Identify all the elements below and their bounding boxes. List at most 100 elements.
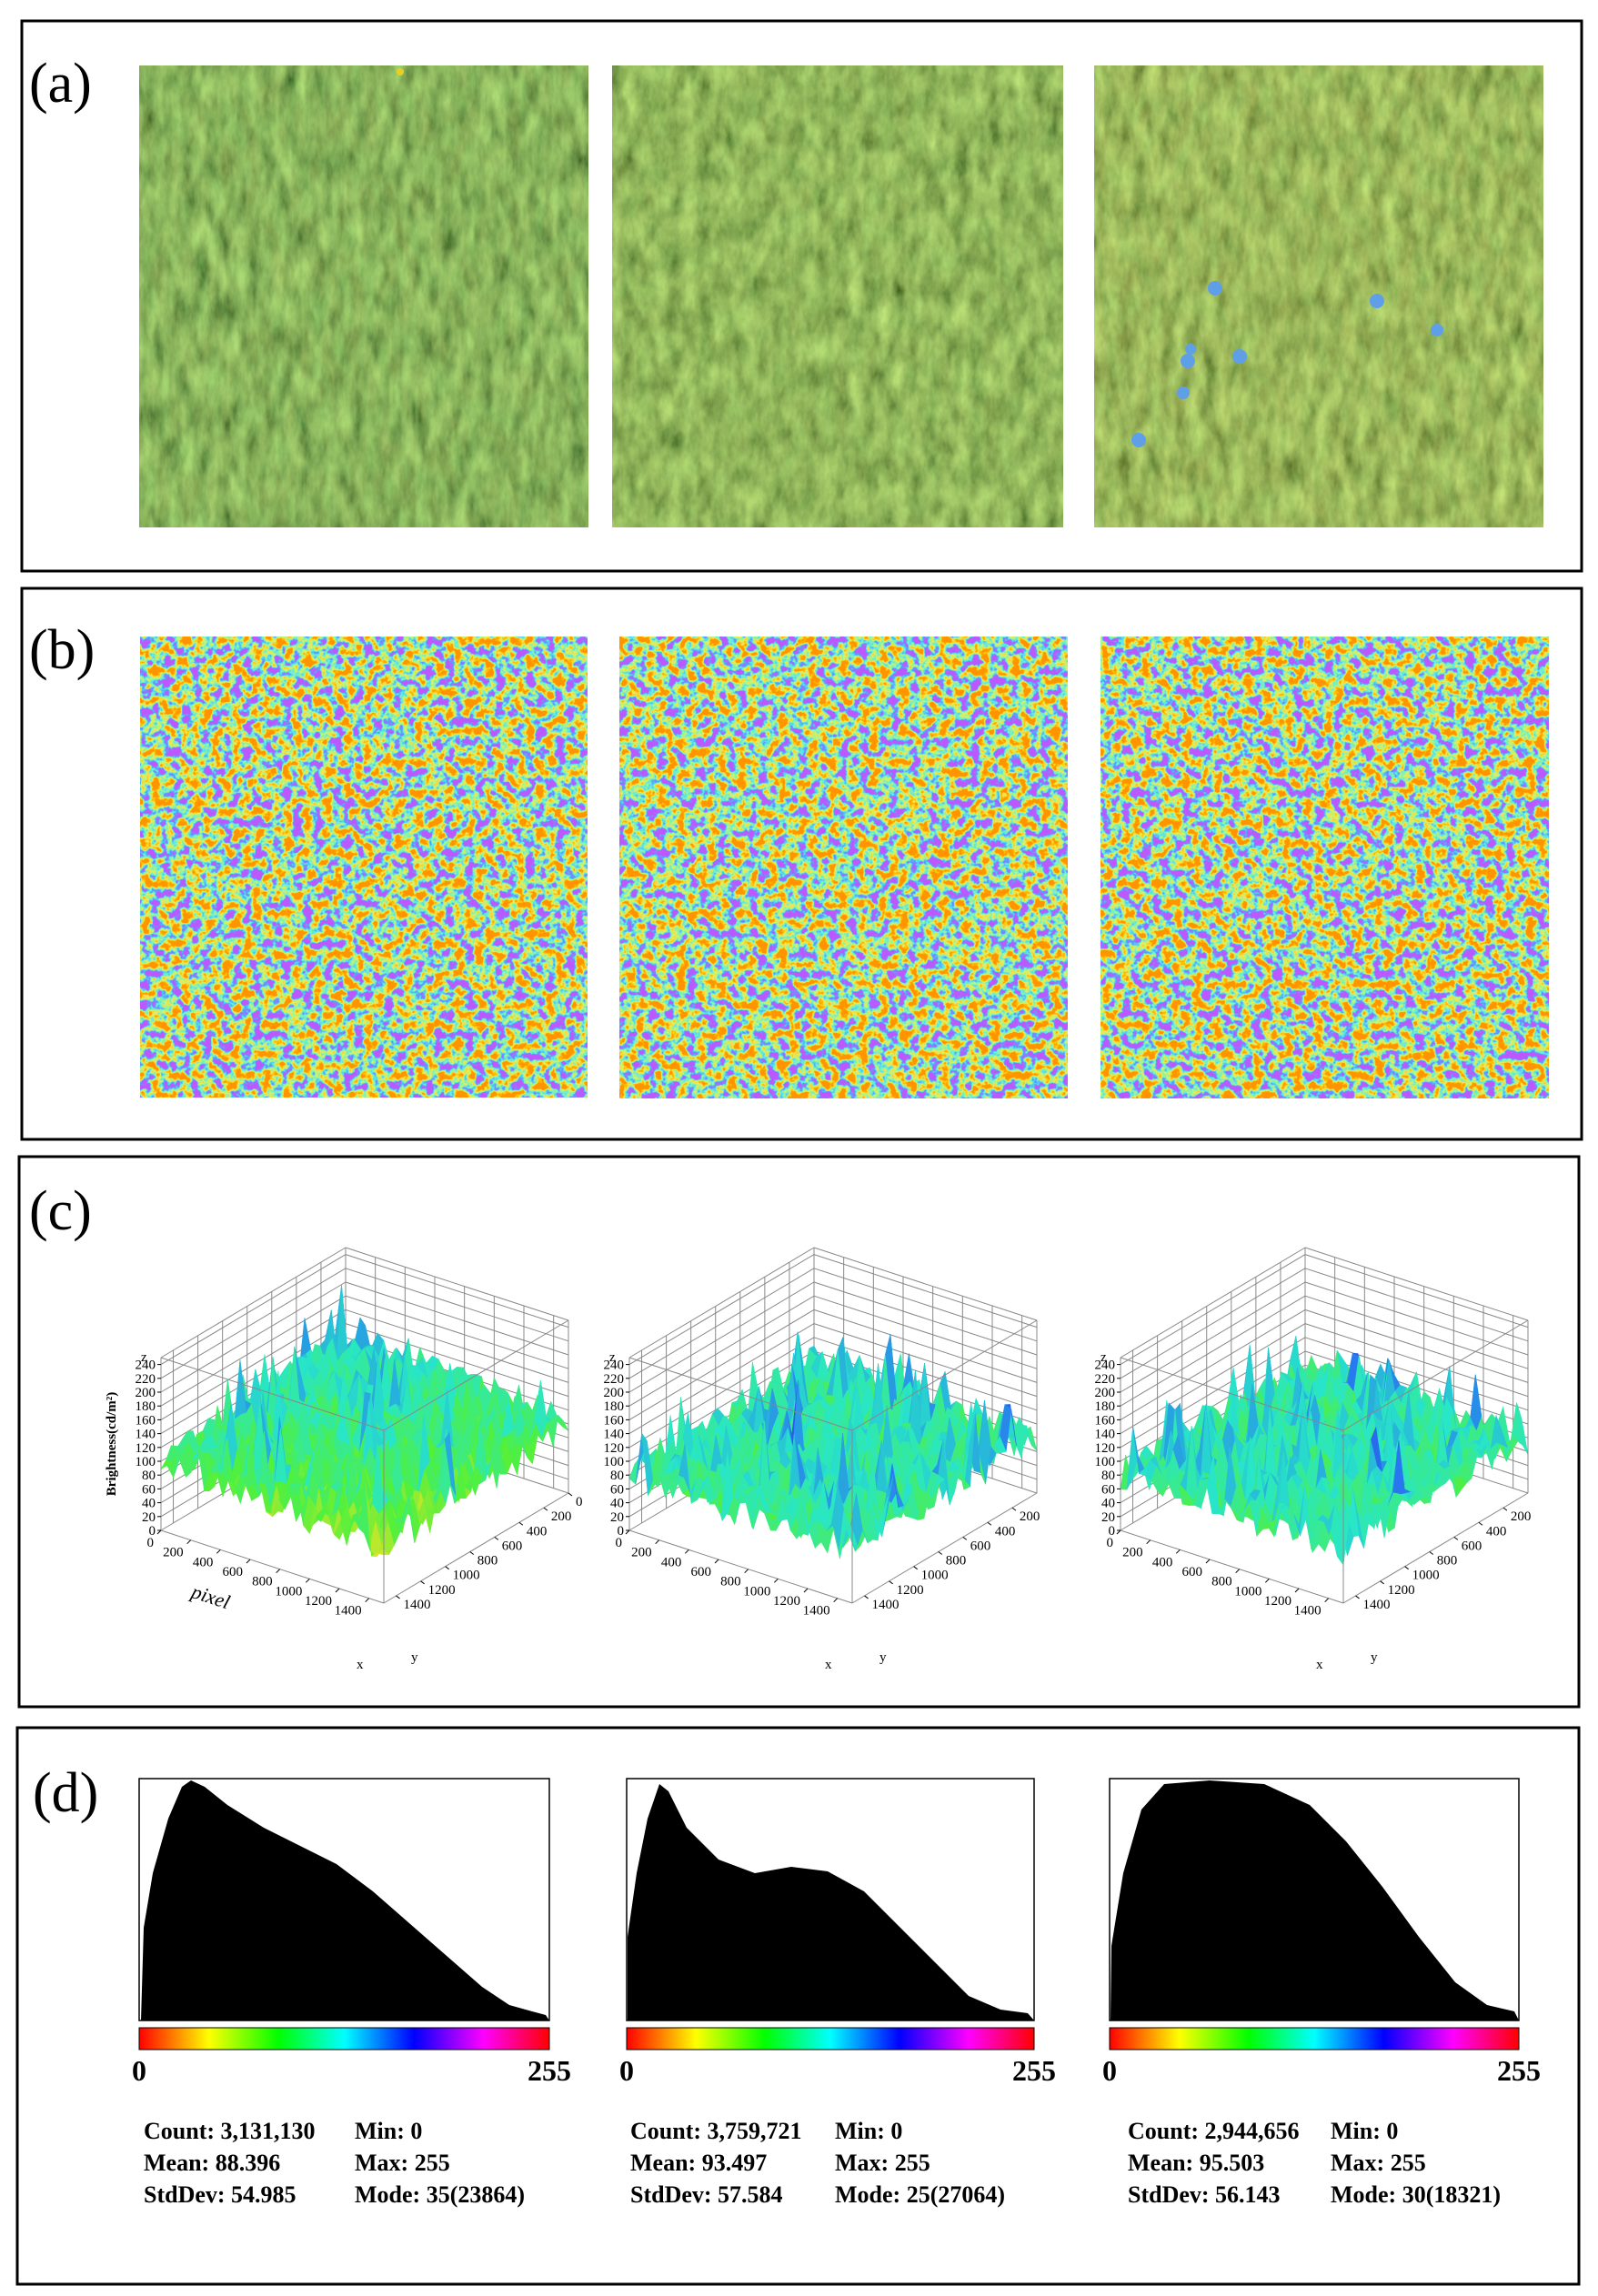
- y-tick-label: 1000: [453, 1569, 480, 1583]
- z-tick-label: 220: [136, 1372, 156, 1387]
- y-tick-label: 400: [1486, 1524, 1507, 1539]
- grid-line: [813, 1323, 1038, 1398]
- z-tick-label: 40: [1101, 1497, 1115, 1511]
- tick-mark: [1235, 1569, 1241, 1574]
- x-tick-label: 600: [1182, 1565, 1203, 1579]
- stat-text: Min: 0: [355, 2118, 422, 2144]
- z-tick-label: 160: [136, 1413, 156, 1428]
- colorbar-max: 255: [1012, 2054, 1056, 2087]
- stat-text: Count: 2,944,656: [1128, 2118, 1300, 2144]
- x-tick-label: 0: [147, 1536, 155, 1550]
- tick-mark: [1264, 1578, 1270, 1583]
- x-tick-label: 0: [616, 1536, 623, 1550]
- grid-line: [160, 1268, 347, 1379]
- box-edge: [1120, 1247, 1306, 1359]
- y-tick-label: 0: [576, 1495, 583, 1509]
- z-tick-label: 100: [1095, 1455, 1116, 1469]
- grid-line: [160, 1323, 347, 1435]
- panel-frame: [20, 587, 1583, 1141]
- x-tick-label: 400: [193, 1555, 214, 1569]
- z-tick-label: 60: [142, 1482, 156, 1497]
- stat-text: Mode: 35(23864): [355, 2181, 525, 2208]
- tick-mark: [156, 1529, 162, 1535]
- y-tick-label: 1000: [1412, 1569, 1440, 1583]
- y-tick-label: 200: [1020, 1509, 1040, 1524]
- x-tick-label: 800: [1211, 1575, 1232, 1589]
- y-tick-label: 600: [502, 1539, 523, 1553]
- grid-line: [1120, 1281, 1306, 1393]
- tick-mark: [1294, 1588, 1300, 1593]
- x-tick-label: 1200: [1264, 1594, 1291, 1609]
- y-axis-name: y: [879, 1650, 887, 1665]
- stat-text: Mean: 95.503: [1128, 2150, 1264, 2176]
- z-axis-title: Brightness(cd/m²): [105, 1392, 119, 1497]
- y-tick-label: 400: [995, 1524, 1016, 1539]
- grid-line: [628, 1268, 815, 1379]
- panel-frame: [15, 1726, 1581, 2286]
- colorbar-min: 0: [1102, 2054, 1117, 2087]
- y-tick-label: 1200: [1388, 1583, 1415, 1598]
- box-edge: [1304, 1247, 1529, 1321]
- tick-mark: [987, 1521, 992, 1526]
- z-tick-label: 200: [1095, 1386, 1116, 1400]
- box-edge: [345, 1247, 569, 1321]
- x-tick-label: 1200: [773, 1594, 800, 1609]
- x-tick-label: 1400: [335, 1604, 362, 1619]
- z-tick-label: 120: [604, 1441, 625, 1456]
- box-edge: [383, 1319, 569, 1431]
- y-tick-label: 1000: [921, 1569, 949, 1583]
- flowers: [397, 68, 1443, 447]
- stat-text: Mean: 88.396: [144, 2150, 280, 2176]
- z-tick-label: 80: [142, 1469, 156, 1483]
- y-tick-label: 1400: [404, 1598, 431, 1612]
- z-tick-label: 60: [1101, 1482, 1115, 1497]
- z-axis-name: z: [141, 1350, 147, 1365]
- stat-text: Max: 255: [355, 2150, 450, 2176]
- tick-mark: [543, 1507, 548, 1511]
- stat-text: Mode: 25(27064): [835, 2181, 1005, 2208]
- z-tick-label: 200: [136, 1386, 156, 1400]
- z-tick-label: 240: [136, 1359, 156, 1373]
- grid-line: [813, 1308, 1038, 1383]
- tick-mark: [1429, 1551, 1434, 1555]
- colorbar-max: 255: [528, 2054, 571, 2087]
- box-edge: [813, 1247, 1038, 1321]
- y-axis-name: y: [411, 1650, 418, 1665]
- pseudocolor-map: [619, 637, 1068, 1098]
- tick-mark: [803, 1588, 809, 1593]
- tick-mark: [1324, 1598, 1330, 1603]
- tick-mark: [714, 1559, 719, 1564]
- grid-line: [628, 1295, 815, 1407]
- y-tick-label: 1200: [428, 1583, 456, 1598]
- grid-line: [160, 1295, 347, 1407]
- tick-mark: [1355, 1595, 1360, 1599]
- z-tick-label: 180: [136, 1399, 156, 1414]
- y-tick-label: 600: [970, 1539, 991, 1553]
- x-tick-label: 1400: [1294, 1604, 1322, 1619]
- tick-mark: [1175, 1549, 1181, 1554]
- tick-mark: [625, 1529, 630, 1535]
- grid-line: [160, 1308, 347, 1420]
- panel-frame: [17, 1155, 1581, 1709]
- tick-mark: [420, 1580, 425, 1585]
- stat-text: Min: 0: [835, 2118, 902, 2144]
- colorbar-max: 255: [1497, 2054, 1541, 2087]
- z-axis-name: z: [609, 1350, 616, 1365]
- x-tick-label: 200: [1122, 1546, 1143, 1560]
- tick-mark: [494, 1537, 499, 1540]
- x-tick-label: 400: [1152, 1555, 1173, 1569]
- x-axis-name: x: [1316, 1658, 1323, 1672]
- x-tick-label: 600: [691, 1565, 712, 1579]
- tick-mark: [396, 1595, 400, 1599]
- panel-label: (c): [29, 1180, 92, 1242]
- colorbar-min: 0: [132, 2054, 146, 2087]
- z-tick-label: 140: [604, 1428, 625, 1442]
- z-axis-name: z: [1101, 1350, 1107, 1365]
- tick-mark: [1380, 1580, 1384, 1585]
- stat-text: Count: 3,131,130: [144, 2118, 316, 2144]
- panel-label: (b): [29, 619, 95, 681]
- pseudocolor-map: [140, 637, 588, 1098]
- surface: [628, 1331, 1038, 1559]
- tick-mark: [655, 1539, 660, 1545]
